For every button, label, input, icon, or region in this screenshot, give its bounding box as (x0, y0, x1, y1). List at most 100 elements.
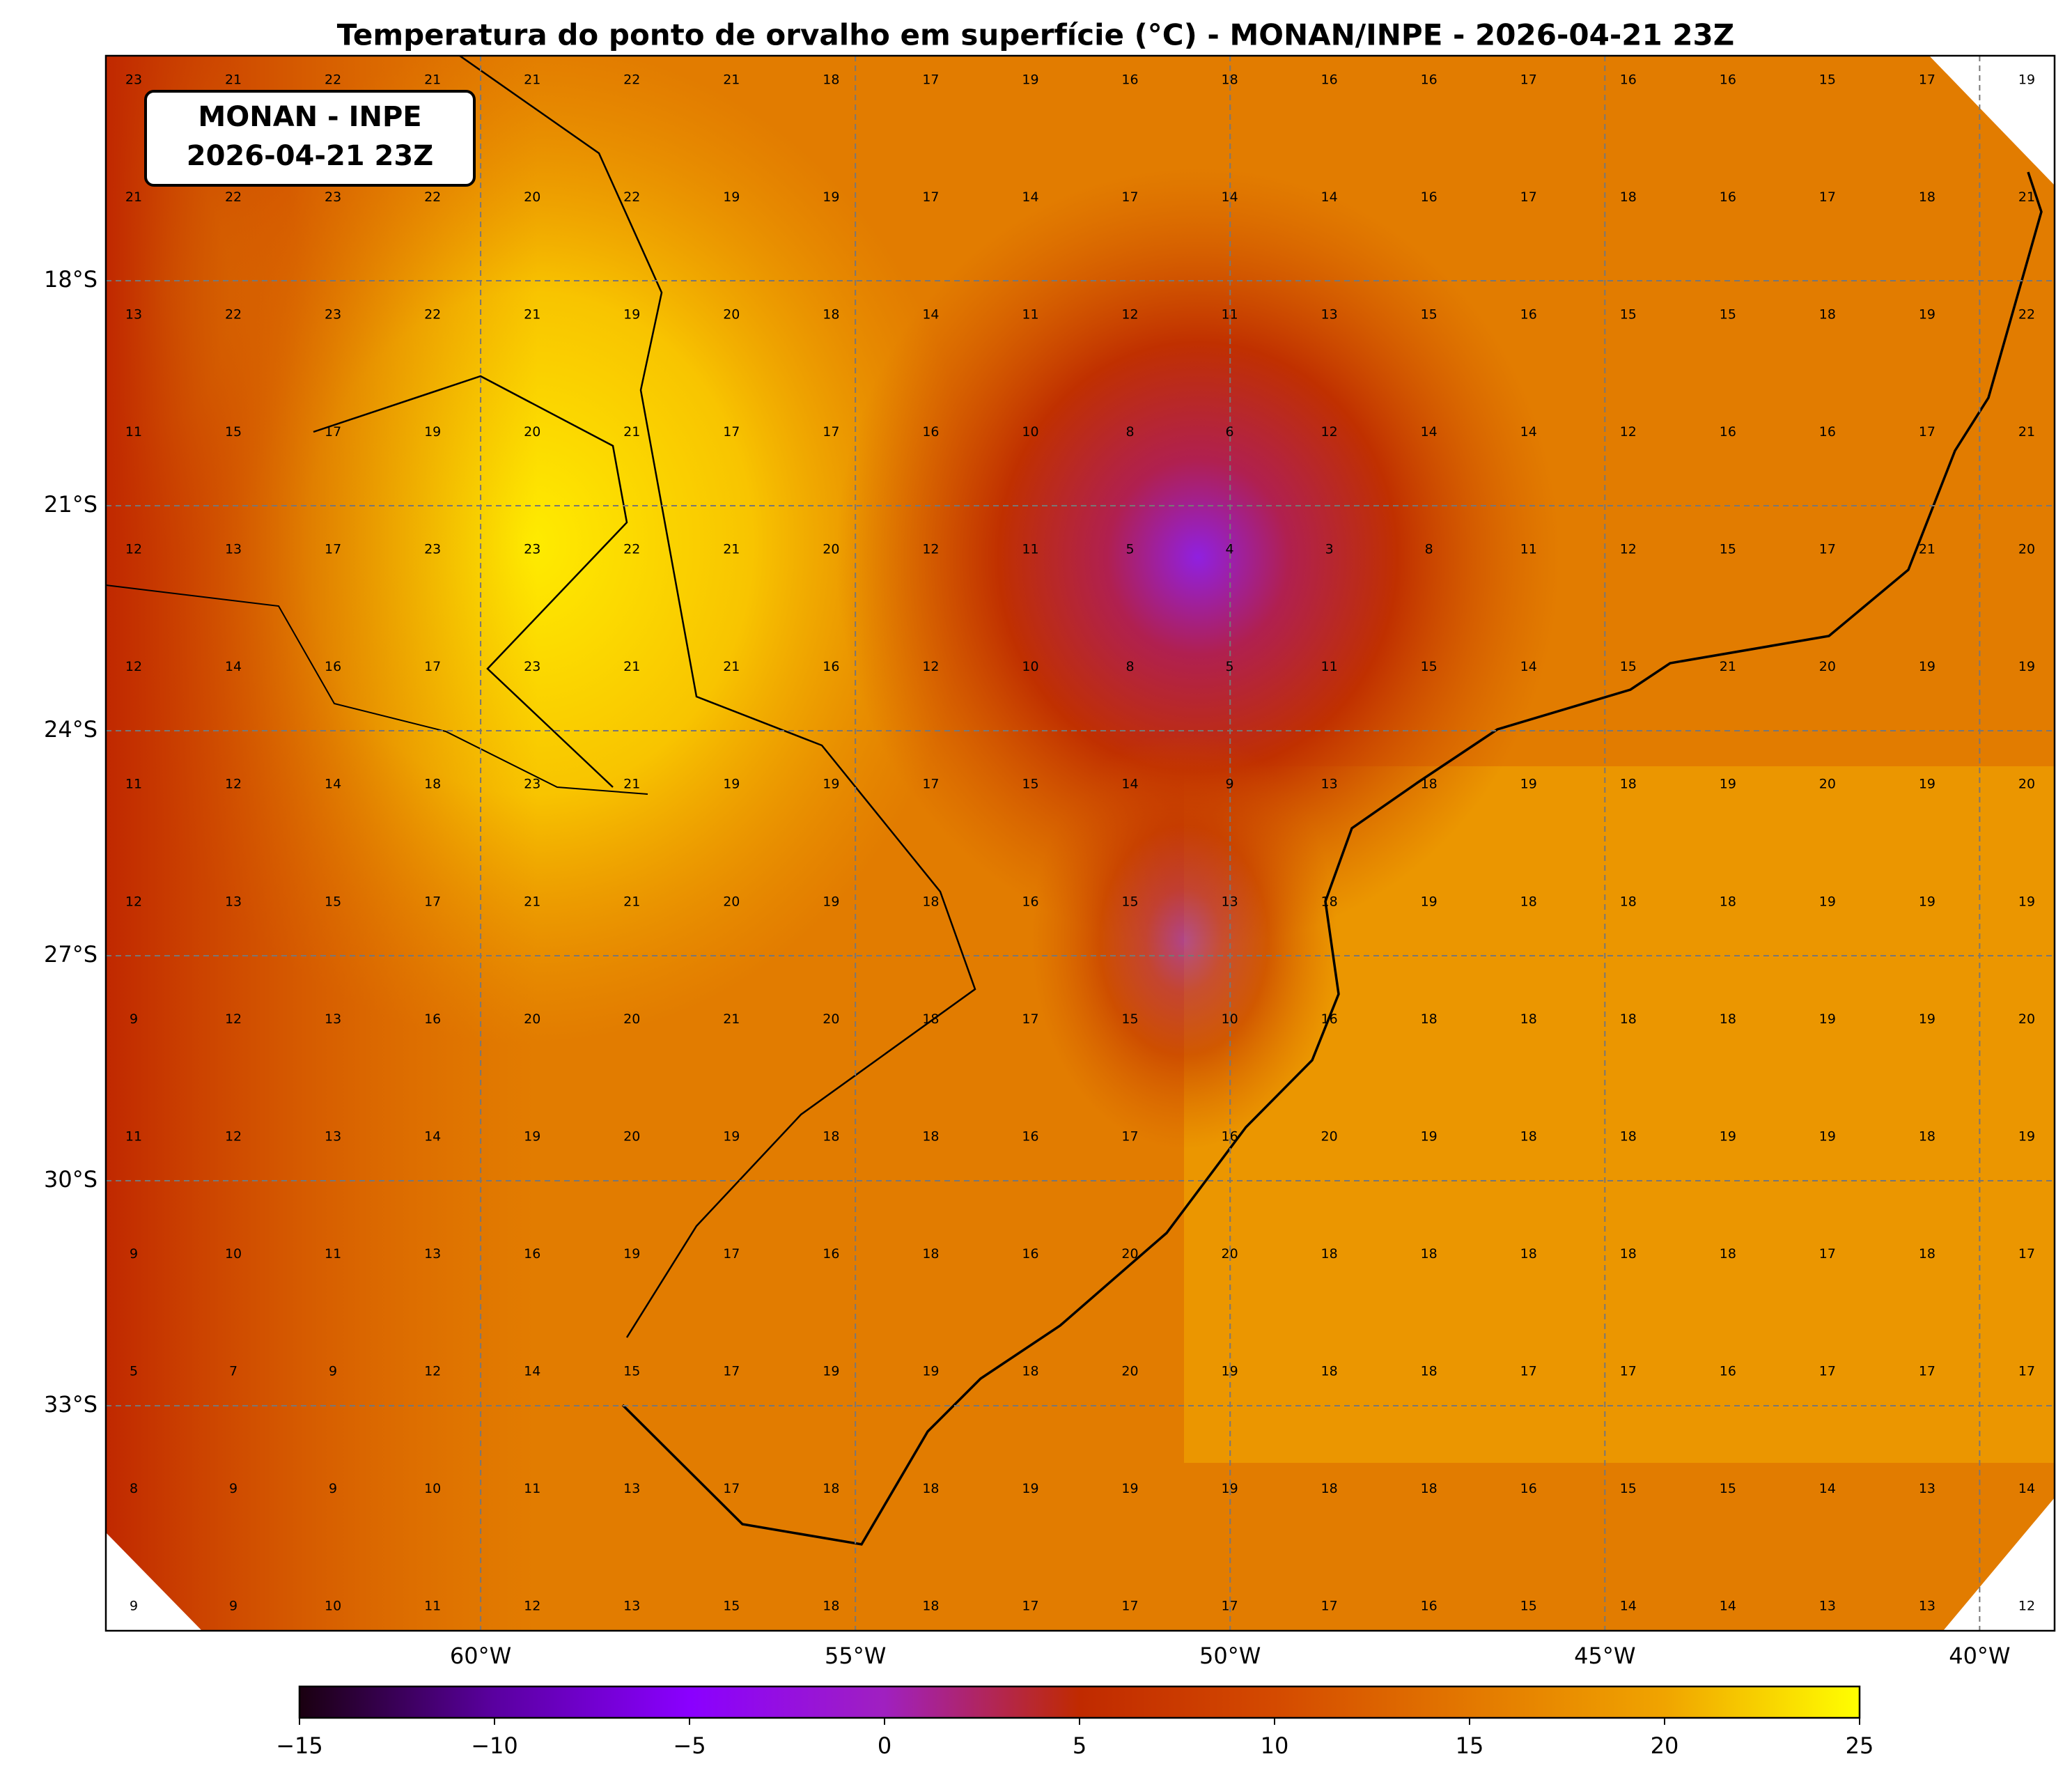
value-label: 19 (1022, 1481, 1038, 1496)
value-label: 16 (524, 1246, 540, 1262)
value-label: 18 (1819, 307, 1836, 323)
x-tick-label: 55°W (825, 1643, 886, 1669)
info-line: 2026-04-21 23Z (187, 140, 433, 172)
value-label: 20 (2018, 542, 2035, 557)
value-label: 17 (1819, 1363, 1836, 1379)
value-label: 22 (2018, 307, 2035, 323)
value-label: 14 (1221, 189, 1238, 205)
value-label: 4 (1226, 542, 1234, 557)
value-label: 18 (1620, 894, 1637, 909)
value-label: 13 (1321, 777, 1338, 792)
value-label: 18 (1421, 1363, 1438, 1379)
value-label: 17 (723, 424, 740, 440)
value-label: 21 (623, 659, 640, 674)
value-label: 13 (325, 1128, 341, 1144)
value-label: 21 (623, 424, 640, 440)
value-label: 18 (823, 1481, 839, 1496)
value-label: 22 (623, 72, 640, 88)
value-label: 12 (424, 1363, 441, 1379)
value-label: 19 (1919, 777, 1935, 792)
value-label: 18 (1620, 1246, 1637, 1262)
value-label: 16 (1221, 1128, 1238, 1144)
value-label: 13 (225, 894, 242, 909)
value-label: 19 (1819, 894, 1836, 909)
value-label: 19 (1221, 1363, 1238, 1379)
value-label: 20 (823, 1011, 839, 1027)
value-label: 19 (823, 894, 839, 909)
value-label: 15 (723, 1599, 740, 1614)
value-label: 19 (723, 777, 740, 792)
value-label: 14 (325, 777, 341, 792)
value-label: 18 (922, 1599, 939, 1614)
value-label: 21 (723, 72, 740, 88)
value-label: 21 (723, 659, 740, 674)
value-label: 20 (623, 1128, 640, 1144)
value-label: 10 (325, 1599, 341, 1614)
x-tick-label: 60°W (450, 1643, 511, 1669)
value-label: 22 (424, 189, 441, 205)
value-label: 19 (1919, 1011, 1935, 1027)
value-label: 18 (1321, 1481, 1338, 1496)
value-label: 14 (424, 1128, 441, 1144)
value-label: 23 (524, 542, 540, 557)
value-label: 19 (1919, 307, 1935, 323)
value-label: 9 (229, 1599, 237, 1614)
value-label: 13 (325, 1011, 341, 1027)
value-label: 11 (1022, 542, 1038, 557)
value-label: 12 (1121, 307, 1138, 323)
value-label: 17 (723, 1246, 740, 1262)
value-label: 21 (623, 894, 640, 909)
value-label: 9 (130, 1599, 138, 1614)
value-label: 13 (623, 1481, 640, 1496)
value-label: 20 (1819, 777, 1836, 792)
value-label: 20 (2018, 777, 2035, 792)
colorbar-tick-label: 5 (1073, 1732, 1086, 1759)
value-label: 14 (225, 659, 242, 674)
value-label: 12 (922, 542, 939, 557)
graticule (106, 56, 2055, 1631)
x-tick-label: 50°W (1199, 1643, 1261, 1669)
value-label: 12 (1620, 542, 1637, 557)
value-label: 5 (1226, 659, 1234, 674)
value-label: 21 (524, 72, 540, 88)
value-label: 11 (1520, 542, 1537, 557)
value-label: 17 (1819, 542, 1836, 557)
value-label: 17 (723, 1363, 740, 1379)
value-label: 12 (125, 894, 142, 909)
value-label: 17 (1520, 189, 1537, 205)
map-frame (104, 54, 2056, 1632)
value-label: 16 (1720, 424, 1736, 440)
y-tick-label: 30°S (44, 1166, 98, 1193)
value-label: 20 (2018, 1011, 2035, 1027)
value-label: 17 (424, 659, 441, 674)
value-label: 16 (922, 424, 939, 440)
value-label: 14 (1121, 777, 1138, 792)
value-label: 13 (623, 1599, 640, 1614)
value-label: 16 (1421, 1599, 1438, 1614)
value-label: 18 (1919, 1246, 1935, 1262)
value-label: 18 (1620, 189, 1637, 205)
value-label: 15 (623, 1363, 640, 1379)
value-label: 18 (1321, 1363, 1338, 1379)
value-label: 18 (1520, 894, 1537, 909)
value-label: 21 (2018, 424, 2035, 440)
value-label: 18 (1421, 1246, 1438, 1262)
value-label: 18 (1919, 1128, 1935, 1144)
value-label: 13 (225, 542, 242, 557)
value-label: 17 (2018, 1363, 2035, 1379)
value-label: 15 (225, 424, 242, 440)
colorbar-scale (298, 1685, 1861, 1719)
value-label: 15 (1520, 1599, 1537, 1614)
value-label: 21 (524, 307, 540, 323)
colorbar-tick-label: −5 (673, 1732, 706, 1759)
value-label: 11 (325, 1246, 341, 1262)
value-label: 17 (922, 72, 939, 88)
value-label: 17 (723, 1481, 740, 1496)
value-label: 22 (424, 307, 441, 323)
value-label: 18 (922, 1011, 939, 1027)
value-label: 19 (2018, 659, 2035, 674)
value-label: 19 (623, 307, 640, 323)
value-label: 17 (1520, 1363, 1537, 1379)
value-label: 19 (1221, 1481, 1238, 1496)
value-label: 16 (1421, 189, 1438, 205)
